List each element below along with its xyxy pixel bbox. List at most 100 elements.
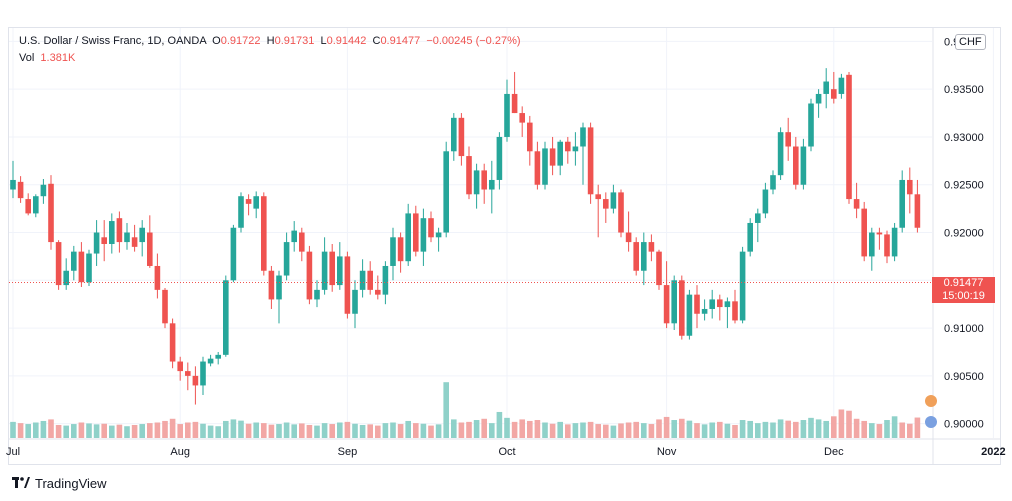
- volume-bar: [63, 425, 69, 438]
- volume-bar: [420, 423, 427, 438]
- candle-body: [473, 170, 480, 195]
- volume-bar: [815, 419, 822, 438]
- volume-bar: [261, 423, 267, 438]
- volume-bar: [177, 424, 183, 438]
- candle-body: [511, 93, 518, 114]
- volume-bar: [200, 423, 206, 438]
- candle-body: [663, 285, 670, 324]
- candle-body: [10, 179, 16, 190]
- candle-body: [800, 146, 807, 185]
- volume-bar: [245, 423, 252, 438]
- volume-bar: [466, 421, 472, 438]
- candle-body: [359, 270, 366, 290]
- volume-bar: [899, 422, 905, 438]
- candle-body: [253, 196, 259, 209]
- candle-body: [580, 127, 586, 147]
- candle-body: [139, 227, 145, 243]
- candle-body: [177, 361, 183, 372]
- candle-body: [876, 232, 883, 235]
- candle-body: [891, 227, 898, 257]
- candle-body: [116, 218, 123, 243]
- candle-body: [200, 361, 206, 386]
- candle-body: [71, 251, 77, 271]
- volume-bar: [86, 423, 92, 438]
- volume-bar: [511, 421, 518, 438]
- candle-body: [534, 151, 541, 185]
- volume-bar: [846, 410, 852, 438]
- volume-bar: [413, 423, 419, 438]
- candle-body: [747, 222, 753, 252]
- volume-bar: [473, 420, 480, 438]
- candle-body: [131, 237, 138, 247]
- candle-body: [641, 242, 647, 271]
- volume-bar: [853, 418, 860, 438]
- candle-body: [724, 301, 731, 308]
- y-tick-label: 0.90500: [944, 371, 984, 383]
- volume-bar: [253, 422, 259, 438]
- chart-frame: [8, 27, 1001, 465]
- candle-body: [185, 371, 191, 376]
- y-tick-label: 0.91000: [944, 323, 984, 335]
- candle-body: [238, 196, 244, 228]
- candle-body: [428, 218, 434, 238]
- volume-bar: [534, 420, 541, 438]
- candle-body: [321, 251, 328, 290]
- volume-bar: [359, 424, 366, 438]
- volume-bar: [154, 422, 161, 438]
- volume-bar: [405, 420, 411, 438]
- volume-bar: [869, 423, 875, 438]
- candle-body: [648, 242, 655, 252]
- candle-body: [853, 199, 860, 209]
- candle-body: [261, 196, 267, 271]
- candle-body: [907, 179, 913, 195]
- y-tick-label: 0.92000: [944, 228, 984, 240]
- candle-body: [268, 270, 275, 300]
- volume-bar: [207, 425, 214, 438]
- volume-bar: [33, 422, 39, 438]
- volume-bar: [527, 420, 533, 438]
- volume-bar: [451, 419, 457, 438]
- tradingview-logo-text: TradingView: [35, 475, 107, 491]
- volume-bar: [215, 426, 221, 438]
- candle-body: [390, 237, 396, 266]
- volume-bar: [709, 422, 715, 438]
- volume-bar: [306, 424, 313, 438]
- candle-body: [785, 132, 791, 147]
- volume-bar: [283, 422, 290, 438]
- alert-icon[interactable]: [925, 395, 937, 407]
- candle-body: [93, 232, 100, 254]
- candle-body: [17, 181, 24, 199]
- candle-body: [291, 230, 297, 243]
- y-tick-label: 0.93000: [944, 132, 984, 144]
- candle-body: [838, 77, 845, 94]
- low-value: 0.91442: [326, 35, 367, 47]
- candle-body: [367, 270, 373, 290]
- globe-icon[interactable]: [925, 416, 937, 428]
- volume-bar: [793, 421, 799, 438]
- x-tick-label: Nov: [657, 446, 677, 458]
- currency-button[interactable]: CHF: [955, 34, 986, 50]
- volume-bar: [838, 409, 845, 438]
- candle-body: [481, 170, 487, 190]
- volume-bar: [192, 421, 199, 438]
- volume-bar: [397, 424, 404, 438]
- volume-bar: [504, 417, 510, 438]
- candle-body: [884, 234, 890, 257]
- candle-body: [755, 213, 761, 223]
- candle-body: [405, 213, 411, 262]
- volume-bar: [907, 423, 913, 438]
- candle-body: [458, 117, 465, 157]
- candle-body: [420, 218, 427, 252]
- volume-bar: [382, 423, 389, 438]
- candle-body: [337, 256, 343, 286]
- volume-bar: [428, 425, 434, 438]
- candle-body: [276, 275, 282, 300]
- tradingview-logo[interactable]: TradingView: [12, 474, 107, 492]
- volume-bar: [238, 420, 244, 438]
- volume-bar: [344, 421, 351, 438]
- volume-bar: [785, 420, 791, 438]
- candle-body: [831, 89, 837, 99]
- candle-body: [352, 289, 358, 314]
- volume-bar: [831, 416, 837, 438]
